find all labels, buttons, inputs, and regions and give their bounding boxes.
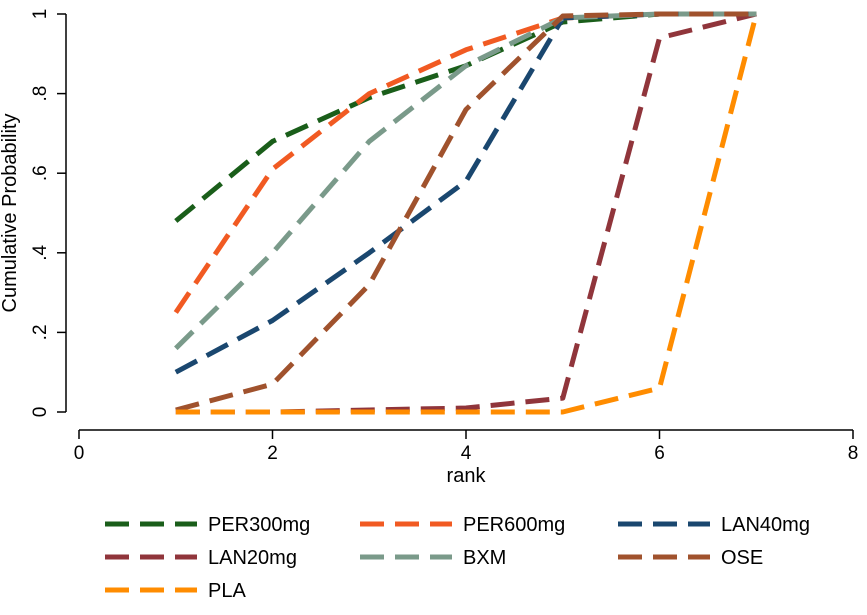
series-line-ose xyxy=(175,11,757,413)
legend-item-per300mg: PER300mg xyxy=(105,514,310,536)
legend-item-ose: OSE xyxy=(618,547,763,569)
y-tick-label: .4 xyxy=(30,244,51,260)
legend-item-lan40mg: LAN40mg xyxy=(618,514,810,536)
y-tick-label: .6 xyxy=(30,165,51,181)
legend-label: PER600mg xyxy=(463,514,565,536)
series-line-per300mg xyxy=(174,11,757,223)
x-tick-label: 6 xyxy=(654,443,665,464)
legend-label: LAN40mg xyxy=(721,514,810,536)
legend-item-pla: PLA xyxy=(105,580,246,602)
legend-item-lan20mg: LAN20mg xyxy=(105,547,297,569)
legend-label: LAN20mg xyxy=(208,547,297,569)
x-tick-label: 4 xyxy=(461,443,472,464)
legend-item-bxm: BXM xyxy=(360,547,506,569)
x-tick-label: 0 xyxy=(74,443,85,464)
y-tick-label: 0 xyxy=(30,407,51,418)
y-tick-label: .8 xyxy=(30,86,51,102)
y-tick-label: .2 xyxy=(30,324,51,340)
legend-item-per600mg: PER600mg xyxy=(360,514,565,536)
y-axis-title: Cumulative Probability xyxy=(0,114,21,313)
legend-label: OSE xyxy=(721,547,763,569)
series-line-pla xyxy=(175,13,759,415)
x-tick-label: 8 xyxy=(848,443,859,464)
y-tick-label: 1 xyxy=(30,9,51,20)
legend-label: PLA xyxy=(208,580,246,602)
legend-label: PER300mg xyxy=(208,514,310,536)
series-line-lan20mg xyxy=(175,11,757,415)
x-axis-title: rank xyxy=(447,465,487,487)
series-line-per600mg xyxy=(173,11,757,314)
x-tick-label: 2 xyxy=(267,443,278,464)
legend-label: BXM xyxy=(463,547,506,569)
